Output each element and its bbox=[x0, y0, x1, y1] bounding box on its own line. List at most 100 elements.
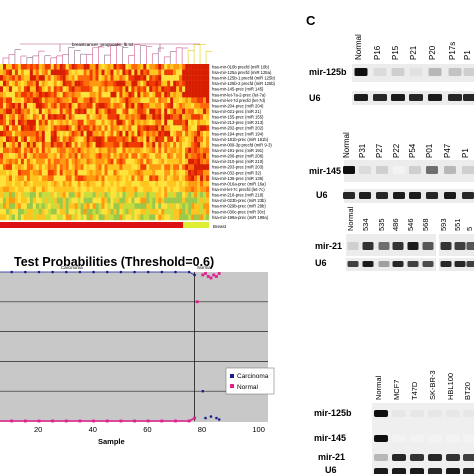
heatmap-cell bbox=[104, 169, 108, 176]
heatmap-cell bbox=[50, 164, 54, 171]
heatmap-cell bbox=[47, 175, 51, 182]
heatmap-cell bbox=[80, 86, 84, 93]
heatmap-cell bbox=[56, 130, 60, 137]
heatmap-cell bbox=[104, 142, 108, 148]
heatmap-cell bbox=[50, 75, 54, 81]
blot-4-row-label-u6: U6 bbox=[325, 465, 337, 474]
blot-4-lane-labels: Normal MCF7 T47D SK-BR-3 HBL100 BT20 bbox=[374, 370, 472, 400]
heatmap-cell bbox=[83, 153, 87, 159]
heatmap-cell bbox=[116, 119, 120, 126]
heatmap-cell bbox=[2, 158, 7, 165]
heatmap-cell bbox=[11, 147, 16, 154]
heatmap-cell bbox=[152, 169, 156, 176]
heatmap-cell bbox=[125, 136, 129, 143]
heatmap-cell bbox=[83, 164, 87, 171]
heatmap-cell bbox=[98, 197, 102, 204]
heatmap-cell bbox=[53, 119, 57, 126]
heatmap-cell bbox=[59, 114, 63, 120]
lane-label: P47 bbox=[443, 143, 452, 158]
heatmap-cell bbox=[29, 197, 34, 204]
heatmap-cell bbox=[140, 175, 144, 182]
heatmap-cell bbox=[32, 64, 37, 70]
heatmap-cell bbox=[68, 186, 72, 193]
heatmap-cell bbox=[200, 91, 204, 98]
heatmap-cell bbox=[23, 91, 28, 98]
heatmap-cell bbox=[92, 86, 96, 93]
heatmap-cell bbox=[86, 119, 90, 126]
heatmap-cell bbox=[83, 181, 87, 187]
heatmap-cell bbox=[107, 164, 111, 171]
heatmap-cell bbox=[110, 108, 114, 115]
heatmap-row-label: hsa-mir-032-prec (miR 32) bbox=[212, 170, 262, 175]
heatmap-cell bbox=[20, 175, 25, 182]
heatmap-cell bbox=[137, 69, 141, 76]
blot-band bbox=[354, 68, 368, 76]
heatmap-cell bbox=[152, 80, 156, 87]
heatmap-cell bbox=[146, 114, 150, 120]
heatmap-cell bbox=[74, 147, 78, 154]
heatmap-cell bbox=[89, 86, 93, 93]
heatmap-cell bbox=[185, 91, 189, 98]
heatmap-cell bbox=[200, 214, 204, 221]
heatmap-cell bbox=[113, 69, 117, 76]
heatmap-cell bbox=[107, 214, 111, 221]
heatmap-cell bbox=[137, 136, 141, 143]
heatmap-cell bbox=[98, 97, 102, 104]
heatmap-cell bbox=[53, 169, 57, 176]
heatmap-cell bbox=[17, 175, 22, 182]
heatmap-cell bbox=[92, 181, 96, 187]
heatmap-cell bbox=[74, 125, 78, 132]
heatmap-cell bbox=[14, 208, 19, 215]
heatmap-cell bbox=[68, 86, 72, 93]
heatmap-cell bbox=[35, 181, 40, 187]
heatmap-cell bbox=[149, 80, 153, 87]
heatmap-cell bbox=[125, 192, 129, 198]
heatmap-cell bbox=[146, 64, 150, 70]
blot-band bbox=[440, 242, 452, 250]
heatmap-cell bbox=[80, 97, 84, 104]
heatmap-cell bbox=[173, 158, 177, 165]
heatmap-cell bbox=[20, 91, 25, 98]
heatmap-cell bbox=[197, 97, 201, 104]
blot-band bbox=[354, 94, 368, 101]
heatmap-row-label: hsa-mir-181b-prec (miR 181b) bbox=[212, 137, 269, 142]
heatmap-cell bbox=[173, 203, 177, 210]
heatmap-cell bbox=[44, 130, 48, 137]
heatmap-cell bbox=[131, 186, 135, 193]
heatmap-cell bbox=[74, 64, 78, 70]
heatmap-cell bbox=[14, 175, 19, 182]
heatmap-cell bbox=[137, 203, 141, 210]
heatmap-cell bbox=[140, 114, 144, 120]
heatmap-cell bbox=[170, 164, 174, 171]
heatmap-cell bbox=[65, 75, 69, 81]
heatmap-cell bbox=[143, 208, 147, 215]
heatmap-cell bbox=[134, 69, 138, 76]
heatmap-cell bbox=[32, 164, 37, 171]
heatmap-row-label: hsa-mir-125b-2 precfd (miR 125b) bbox=[212, 81, 276, 86]
heatmap-cell bbox=[23, 169, 28, 176]
heatmap-cell bbox=[173, 91, 177, 98]
heatmap-cell bbox=[11, 64, 16, 70]
heatmap-cell bbox=[182, 142, 186, 148]
point-normal bbox=[195, 300, 199, 304]
heatmap-cell bbox=[5, 114, 10, 120]
heatmap-cell bbox=[0, 136, 4, 143]
heatmap-cell bbox=[188, 181, 192, 187]
heatmap-cell bbox=[143, 125, 147, 132]
heatmap-cell bbox=[23, 147, 28, 154]
heatmap-cell bbox=[26, 69, 31, 76]
heatmap-cell bbox=[134, 186, 138, 193]
heatmap-cell bbox=[206, 208, 210, 215]
heatmap-cell bbox=[53, 192, 57, 198]
heatmap-cell bbox=[56, 136, 60, 143]
heatmap-cell bbox=[203, 164, 207, 171]
heatmap-cell bbox=[62, 164, 66, 171]
heatmap-cell bbox=[203, 169, 207, 176]
heatmap-cell bbox=[185, 97, 189, 104]
point-normal bbox=[64, 419, 68, 423]
heatmap-cell bbox=[59, 125, 63, 132]
heatmap-cell bbox=[203, 91, 207, 98]
heatmap-cell bbox=[77, 91, 81, 98]
heatmap-cell bbox=[95, 208, 99, 215]
heatmap-cell bbox=[188, 136, 192, 143]
